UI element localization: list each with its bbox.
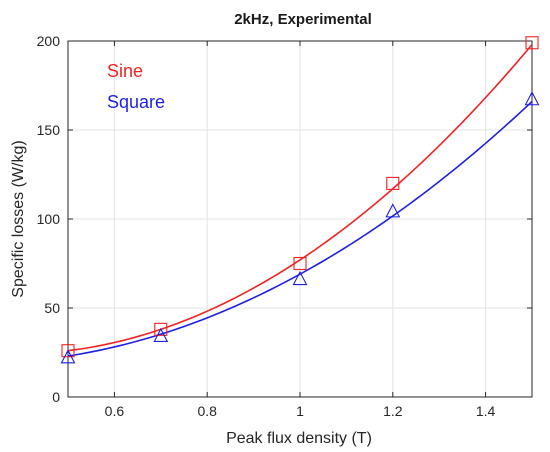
legend: Sine Square bbox=[107, 61, 165, 112]
data-point-sine bbox=[61, 344, 75, 358]
x-tick-label: 0.8 bbox=[197, 403, 217, 419]
legend-entry-square: Square bbox=[107, 92, 165, 112]
y-tick-label: 100 bbox=[37, 211, 61, 227]
x-tick-label: 0.6 bbox=[105, 403, 125, 419]
fit-curve-sine bbox=[67, 44, 533, 352]
data-point-square bbox=[153, 327, 169, 343]
chart-title: 2kHz, Experimental bbox=[234, 11, 372, 28]
data-point-sine bbox=[386, 176, 400, 190]
legend-entry-sine: Sine bbox=[107, 61, 143, 81]
data-point-sine bbox=[154, 322, 168, 336]
axis-ticks: 0.6 0.8 1 1.2 1.4 0 50 100 150 200 bbox=[37, 33, 532, 419]
y-axis-label: Specific losses (W/kg) bbox=[10, 140, 27, 297]
x-tick-label: 1 bbox=[296, 403, 304, 419]
data-point-sine bbox=[525, 36, 539, 50]
data-point-square bbox=[292, 270, 308, 286]
x-tick-label: 1.2 bbox=[383, 403, 403, 419]
data-markers bbox=[60, 36, 540, 364]
data-point-square bbox=[60, 349, 76, 364]
y-tick-label: 150 bbox=[37, 122, 61, 138]
data-point-square bbox=[524, 91, 540, 106]
fit-curves bbox=[67, 44, 533, 357]
x-axis-label: Peak flux density (T) bbox=[226, 430, 372, 447]
x-tick-label: 1.4 bbox=[476, 403, 496, 419]
y-tick-label: 50 bbox=[44, 300, 60, 316]
y-tick-label: 200 bbox=[37, 33, 61, 49]
fit-curve-square bbox=[67, 100, 533, 357]
data-point-sine bbox=[293, 256, 307, 271]
data-point-square bbox=[385, 203, 401, 218]
y-tick-label: 0 bbox=[52, 389, 60, 405]
